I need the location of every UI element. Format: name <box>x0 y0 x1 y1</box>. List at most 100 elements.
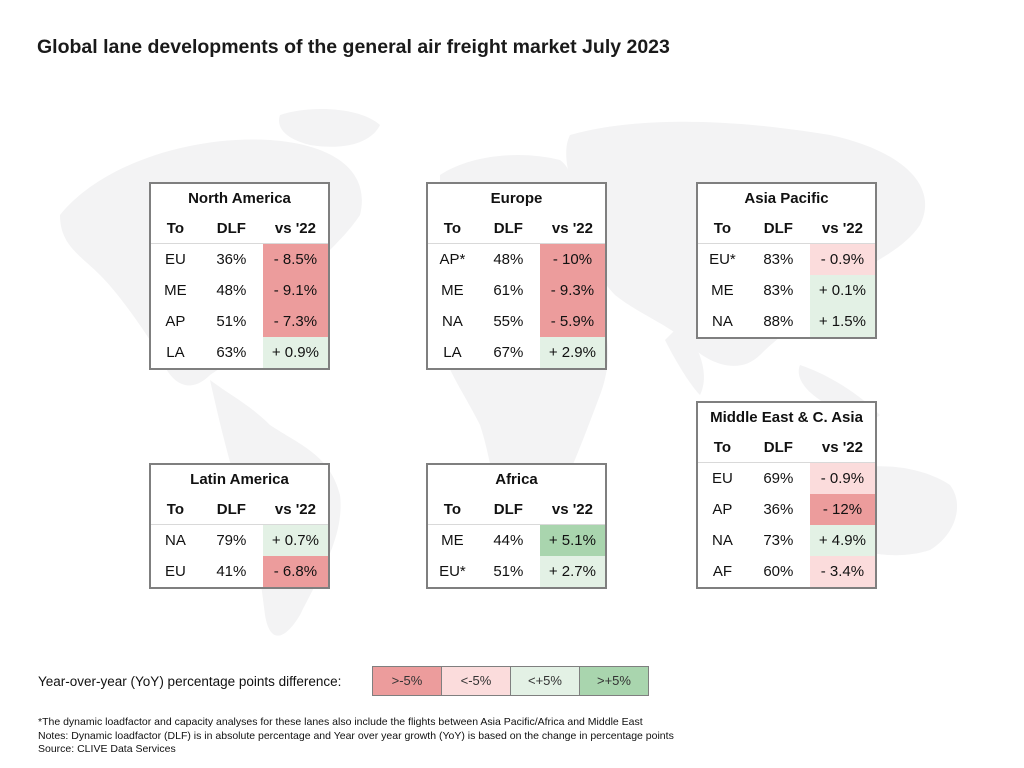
column-header-dlf: DLF <box>216 500 246 518</box>
yoy-change-cell: - 5.9% <box>539 306 606 337</box>
yoy-change-cell: + 4.9% <box>809 525 876 556</box>
table-row: ME 83% + 0.1% <box>697 275 876 306</box>
column-header-vs-22: vs '22 <box>551 500 593 518</box>
table-row: AP 36% - 12% <box>697 494 876 525</box>
column-header-vs-22: vs '22 <box>821 438 863 456</box>
destination-cell: EU* <box>439 563 466 580</box>
legend-item-negative: <-5% <box>442 667 511 695</box>
destination-cell: ME <box>441 532 464 549</box>
region-title: Europe <box>490 190 543 207</box>
footnote-notes: Notes: Dynamic loadfactor (DLF) is in ab… <box>38 729 674 742</box>
column-header-vs-22: vs '22 <box>551 219 593 237</box>
yoy-change-cell: - 0.9% <box>809 243 876 275</box>
column-header-vs-22: vs '22 <box>821 219 863 237</box>
yoy-change-cell: - 7.3% <box>262 306 329 337</box>
legend-item-strong-positive: >+5% <box>580 667 648 695</box>
dlf-cell: 51% <box>493 563 524 580</box>
column-header-to: To <box>713 219 732 237</box>
region-title: North America <box>188 190 291 207</box>
yoy-change-cell: - 8.5% <box>262 243 329 275</box>
yoy-change-cell: - 12% <box>809 494 876 525</box>
yoy-change-cell: + 2.7% <box>539 556 606 588</box>
destination-cell: AP* <box>439 251 466 268</box>
legend-label: Year-over-year (YoY) percentage points d… <box>38 674 342 689</box>
destination-cell: EU <box>711 470 733 487</box>
destination-cell: ME <box>441 282 464 299</box>
column-header-to: To <box>166 219 185 237</box>
footnotes: *The dynamic loadfactor and capacity ana… <box>38 716 674 757</box>
destination-cell: NA <box>164 532 186 549</box>
table-row: AP 51% - 7.3% <box>150 306 329 337</box>
dlf-cell: 41% <box>216 563 247 580</box>
region-title: Asia Pacific <box>744 190 829 207</box>
table-row: NA 55% - 5.9% <box>427 306 606 337</box>
destination-cell: EU <box>164 563 186 580</box>
destination-cell: ME <box>711 282 734 299</box>
yoy-change-cell: - 10% <box>539 243 606 275</box>
dlf-cell: 48% <box>493 251 524 268</box>
destination-cell: LA <box>166 344 185 361</box>
column-header-vs-22: vs '22 <box>274 500 316 518</box>
region-table-north-america: North America To DLF vs '22 EU 36% - 8.5% ME 48%… <box>149 182 330 370</box>
yoy-change-cell: + 0.1% <box>809 275 876 306</box>
table-row: NA 73% + 4.9% <box>697 525 876 556</box>
column-header-to: To <box>443 219 462 237</box>
dlf-cell: 88% <box>763 313 794 330</box>
dlf-cell: 69% <box>763 470 794 487</box>
table-row: EU 36% - 8.5% <box>150 243 329 275</box>
destination-cell: EU <box>164 251 186 268</box>
destination-cell: NA <box>441 313 463 330</box>
table-row: LA 67% + 2.9% <box>427 337 606 369</box>
column-header-to: To <box>443 500 462 518</box>
table-row: NA 79% + 0.7% <box>150 524 329 556</box>
table-row: NA 88% + 1.5% <box>697 306 876 338</box>
yoy-change-cell: - 9.3% <box>539 275 606 306</box>
column-header-dlf: DLF <box>216 219 246 237</box>
region-title: Middle East & C. Asia <box>710 409 863 426</box>
region-title: Latin America <box>190 471 289 488</box>
legend-item-positive: <+5% <box>511 667 580 695</box>
region-title: Africa <box>495 471 538 488</box>
column-header-to: To <box>713 438 732 456</box>
destination-cell: AF <box>712 563 732 580</box>
destination-cell: EU* <box>709 251 736 268</box>
yoy-change-cell: - 0.9% <box>809 462 876 494</box>
column-header-vs-22: vs '22 <box>274 219 316 237</box>
yoy-change-cell: + 0.7% <box>262 524 329 556</box>
destination-cell: LA <box>443 344 462 361</box>
dlf-cell: 61% <box>493 282 524 299</box>
yoy-change-cell: + 1.5% <box>809 306 876 338</box>
region-table-middle-east-c-asia: Middle East & C. Asia To DLF vs '22 EU 69% - 0… <box>696 401 877 589</box>
dlf-cell: 79% <box>216 532 247 549</box>
page-title: Global lane developments of the general … <box>37 36 670 58</box>
region-table-africa: Africa To DLF vs '22 ME 44% + 5.1% EU* 51% + 2.7% <box>426 463 607 589</box>
yoy-change-cell: - 6.8% <box>262 556 329 588</box>
table-row: AF 60% - 3.4% <box>697 556 876 588</box>
yoy-change-cell: - 3.4% <box>809 556 876 588</box>
table-row: EU 41% - 6.8% <box>150 556 329 588</box>
column-header-dlf: DLF <box>763 219 793 237</box>
dlf-cell: 55% <box>493 313 524 330</box>
dlf-cell: 51% <box>216 313 247 330</box>
column-header-dlf: DLF <box>493 500 523 518</box>
yoy-change-cell: + 5.1% <box>539 524 606 556</box>
table-row: ME 61% - 9.3% <box>427 275 606 306</box>
destination-cell: NA <box>711 313 733 330</box>
table-row: ME 44% + 5.1% <box>427 524 606 556</box>
table-row: EU 69% - 0.9% <box>697 462 876 494</box>
dlf-cell: 36% <box>763 501 794 518</box>
table-row: AP* 48% - 10% <box>427 243 606 275</box>
region-table-asia-pacific: Asia Pacific To DLF vs '22 EU* 83% - 0.9% ME 83%… <box>696 182 877 339</box>
column-header-to: To <box>166 500 185 518</box>
yoy-change-cell: - 9.1% <box>262 275 329 306</box>
dlf-cell: 48% <box>216 282 247 299</box>
footnote-source: Source: CLIVE Data Services <box>38 743 176 755</box>
dlf-cell: 83% <box>763 251 794 268</box>
destination-cell: ME <box>164 282 187 299</box>
region-table-europe: Europe To DLF vs '22 AP* 48% - 10% ME 61% - 9.3% N… <box>426 182 607 370</box>
destination-cell: AP <box>712 501 733 518</box>
dlf-cell: 36% <box>216 251 247 268</box>
table-row: LA 63% + 0.9% <box>150 337 329 369</box>
dlf-cell: 60% <box>763 563 794 580</box>
dlf-cell: 44% <box>493 532 524 549</box>
